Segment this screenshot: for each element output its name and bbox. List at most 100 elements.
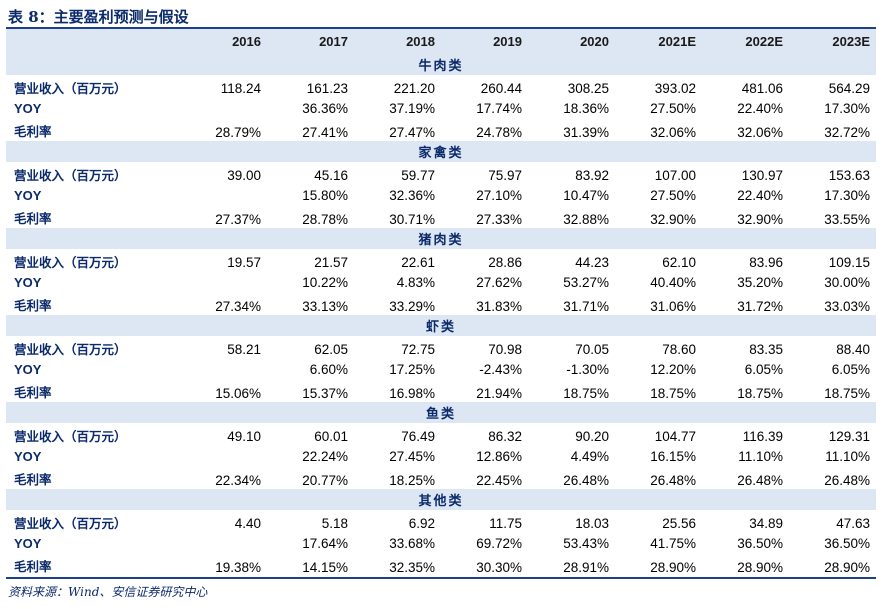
table-cell: 27.37% [215,212,261,227]
table-row: 毛利率 27.37% 28.78% 30.71% 27.33% 32.88% 32.90% 3… [6,206,876,228]
table-cell: 69.72% [476,535,522,551]
table-cell: 72.75 [401,342,435,357]
table-cell: 6.05% [744,361,783,377]
table-row: 营业收入（百万元） 118.24 161.23 221.20 260.44 308.25 3… [6,75,876,97]
table-cell: 41.75% [650,535,696,551]
table-cell [180,445,267,467]
table-cell: 16.98% [389,386,435,401]
row-label: 毛利率 [14,298,52,313]
table-cell: 86.32 [488,429,522,444]
row-label: 毛利率 [14,124,52,139]
table-cell: 27.50% [650,187,696,203]
section-header-row: 猪肉类 [6,228,876,249]
table-cell: 11.10% [738,448,783,464]
section-header-row: 虾类 [6,315,876,336]
row-label: 营业收入（百万元） [14,81,127,96]
row-label: 营业收入（百万元） [14,255,127,270]
table-cell: 11.10% [825,448,870,464]
table-cell: 28.86 [488,255,522,270]
table-row: 营业收入（百万元） 49.10 60.01 76.49 86.32 90.20 104.77… [6,423,876,445]
table-cell: 118.24 [220,81,261,96]
table-cell: 32.72% [824,125,870,140]
table-cell: 62.05 [314,342,348,357]
table-cell: 27.34% [215,299,261,314]
row-label: 毛利率 [14,472,52,487]
table-cell: 14.15% [302,560,348,575]
table-cell: 17.30% [824,100,870,116]
table-cell: 22.45% [476,473,522,488]
table-cell: 28.91% [563,560,609,575]
table-cell: 393.02 [654,81,696,96]
table-row: 营业收入（百万元） 58.21 62.05 72.75 70.98 70.05 78.60 8… [6,336,876,358]
table-cell: 153.63 [828,168,870,183]
year-header: 2020 [580,34,609,49]
table-cell: 83.35 [749,342,783,357]
table-cell: 59.77 [401,168,435,183]
table-cell: 33.03% [824,299,870,314]
table-cell: 21.94% [476,386,522,401]
year-header: 2016 [232,34,261,49]
table-cell: 78.60 [662,342,696,357]
table-cell: 83.92 [575,168,609,183]
table-cell: 27.50% [650,100,696,116]
table-cell: 16.15% [650,448,696,464]
table-cell: 27.47% [389,125,435,140]
table-cell: 39.00 [227,168,261,183]
year-header: 2018 [406,34,435,49]
table-cell: 33.13% [302,299,348,314]
table-row: 毛利率 15.06% 15.37% 16.98% 21.94% 18.75% 18.75% 1… [6,380,876,402]
table-cell: 32.88% [563,212,609,227]
table-row: 营业收入（百万元） 19.57 21.57 22.61 28.86 44.23 62.10 8… [6,249,876,271]
forecast-table: 2016 2017 2018 2019 2020 2021E 2022E 2023E 牛肉类营业… [6,29,876,576]
top-rule [6,27,876,29]
year-header-row: 2016 2017 2018 2019 2020 2021E 2022E 2023E [6,29,876,54]
row-label: 毛利率 [14,385,52,400]
table-cell: 27.33% [476,212,522,227]
table-cell: 27.62% [476,274,522,290]
table-cell: 62.10 [662,255,696,270]
table-cell: 49.10 [227,429,261,444]
section-header-row: 家禽类 [6,141,876,162]
table-cell: 26.48% [650,473,696,488]
table-row: YOY 22.24% 27.45% 12.86% 4.49% 16.15% 11.10% 11… [6,445,876,467]
table-cell: 28.90% [737,560,783,575]
table-cell: 31.06% [650,299,696,314]
row-label: 营业收入（百万元） [14,168,127,183]
table-cell: 20.77% [302,473,348,488]
table-cell: 17.25% [389,361,435,377]
table-cell: 53.27% [563,274,609,290]
table-cell: 30.71% [389,212,435,227]
table-cell [180,532,267,554]
table-cell: 70.05 [575,342,609,357]
year-header: 2022E [745,34,783,49]
row-label: YOY [14,187,42,203]
table-cell: 104.77 [654,429,696,444]
table-row: YOY 6.60% 17.25% -2.43% -1.30% 12.20% 6.05% 6.0… [6,358,876,380]
section-title: 牛肉类 [418,59,464,74]
table-cell: 564.29 [828,81,870,96]
table-cell: 260.44 [480,81,522,96]
table-cell: 31.83% [476,299,522,314]
table-cell: 27.45% [389,448,435,464]
table-cell: 12.86% [476,448,522,464]
table-cell: 26.48% [824,473,870,488]
table-cell: 15.80% [302,187,348,203]
section-title: 鱼类 [425,407,456,422]
table-cell: 4.83% [396,274,435,290]
row-label: 毛利率 [14,211,52,226]
table-cell: 107.00 [654,168,696,183]
table-cell: -2.43% [479,361,522,377]
table-cell: 76.49 [401,429,435,444]
table-row: 营业收入（百万元） 39.00 45.16 59.77 75.97 83.92 107.00… [6,162,876,184]
table-cell: 31.72% [737,299,783,314]
table-cell: 17.74% [476,100,522,116]
section-header-row: 其他类 [6,489,876,510]
section-title: 猪肉类 [418,233,464,248]
section-header-row: 鱼类 [6,402,876,423]
table-cell: 17.64% [302,535,348,551]
table-cell [180,184,267,206]
table-cell: 18.75% [650,386,696,401]
table-cell: 5.18 [321,516,348,531]
section-header-row: 牛肉类 [6,54,876,75]
row-label: YOY [14,100,42,116]
